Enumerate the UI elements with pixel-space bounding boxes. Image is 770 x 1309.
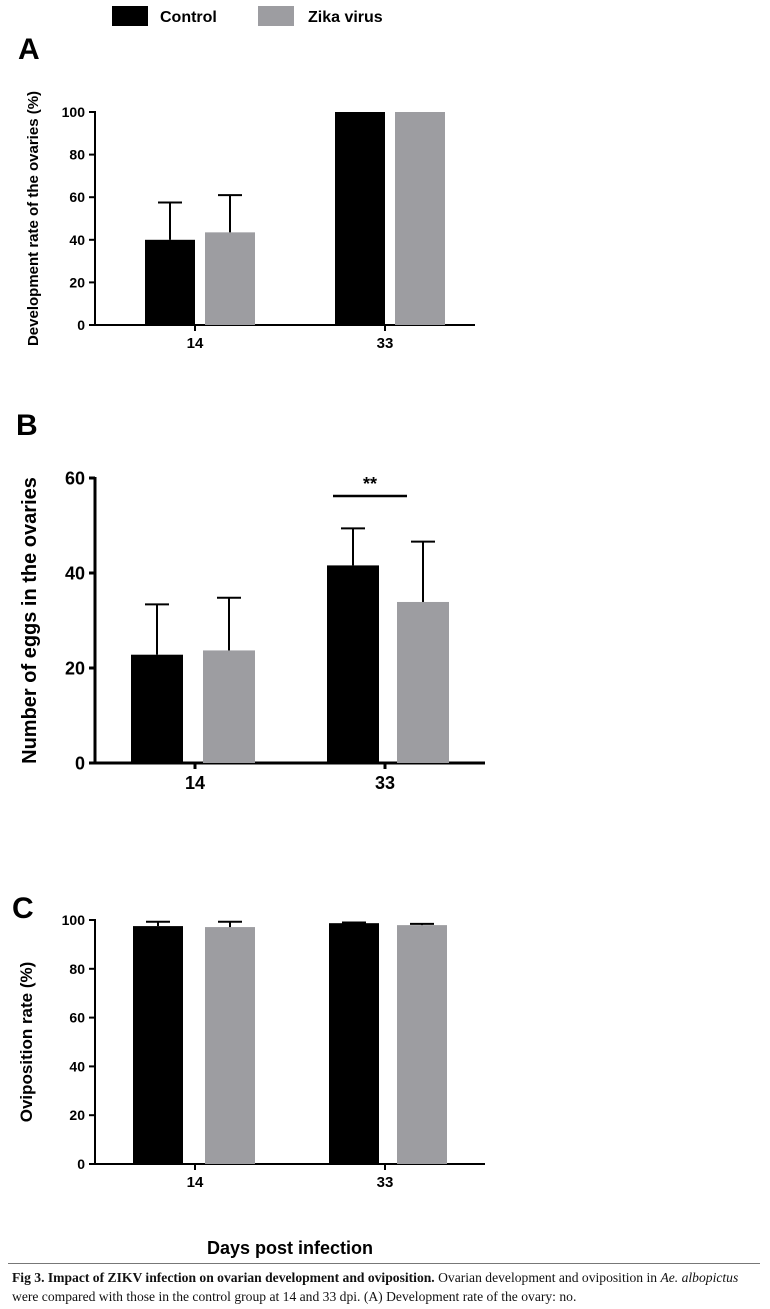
y-tick-label: 20	[65, 658, 85, 678]
panel-b: B 0 20 40 60 Number of eggs in the ovaries 14 3…	[16, 409, 485, 793]
panel-letter: B	[16, 409, 38, 442]
y-tick-label: 100	[62, 104, 86, 120]
y-tick-label: 100	[62, 912, 86, 928]
y-axis-title: Oviposition rate (%)	[17, 962, 36, 1123]
y-tick-label: 40	[69, 1058, 85, 1074]
bar-zika-virus	[397, 925, 447, 1164]
y-tick-label: 0	[77, 317, 85, 333]
caption-title: Fig 3. Impact of ZIKV infection on ovari…	[12, 1270, 435, 1285]
figure: Control Zika virus A 0 20 40 60 80 100 Developm…	[12, 6, 485, 1258]
bar-control	[335, 112, 385, 325]
bar-control	[145, 239, 195, 325]
bar-control	[329, 923, 379, 1164]
legend: Control Zika virus	[112, 6, 383, 26]
panel-c: C 0 20 40 60 80 100 Oviposition rate (%) 14 33	[12, 892, 485, 1191]
panel-letter: C	[12, 892, 34, 925]
bar-zika-virus	[205, 927, 255, 1164]
y-tick-label: 20	[69, 274, 85, 290]
x-axis-title: Days post infection	[207, 1238, 373, 1258]
bar-zika-virus	[397, 601, 449, 763]
y-tick-label: 80	[69, 147, 85, 163]
bar-zika-virus	[395, 112, 445, 325]
bar-zika-virus	[203, 650, 255, 763]
x-tick-label: 14	[187, 335, 204, 352]
x-tick-label: 14	[187, 1174, 204, 1191]
y-tick-label: 0	[75, 753, 85, 773]
legend-swatch-control	[112, 6, 148, 26]
y-tick-label: 40	[65, 563, 85, 583]
x-tick-label: 33	[377, 1174, 394, 1191]
y-tick-label: 60	[69, 189, 85, 205]
y-axis-title: Number of eggs in the ovaries	[19, 477, 41, 764]
bar-control	[131, 654, 183, 763]
caption-text-1: Ovarian development and oviposition in	[434, 1270, 661, 1285]
y-tick-label: 60	[65, 468, 85, 488]
panel-a: A 0 20 40 60 80 100 Development rate of the ova…	[18, 33, 475, 352]
y-tick-label: 20	[69, 1107, 85, 1123]
legend-label-control: Control	[160, 9, 217, 26]
y-tick-label: 80	[69, 961, 85, 977]
x-tick-label: 33	[375, 773, 395, 793]
bar-control	[327, 565, 379, 763]
caption-rule	[8, 1263, 760, 1264]
significance-label: **	[363, 474, 377, 494]
x-tick-label: 33	[377, 335, 394, 352]
caption-text-2: were compared with those in the control …	[12, 1289, 577, 1304]
x-tick-label: 14	[185, 773, 205, 793]
y-axis-title: Development rate of the ovaries (%)	[25, 91, 42, 346]
legend-swatch-zika	[258, 6, 294, 26]
bar-control	[133, 926, 183, 1164]
figure-caption: Fig 3. Impact of ZIKV infection on ovari…	[12, 1268, 760, 1306]
caption-species: Ae. albopictus	[660, 1270, 739, 1285]
legend-label-zika: Zika virus	[308, 9, 383, 26]
y-tick-label: 0	[77, 1156, 85, 1172]
y-tick-label: 60	[69, 1010, 85, 1026]
panel-letter: A	[18, 33, 40, 66]
bar-zika-virus	[205, 232, 255, 325]
y-tick-label: 40	[69, 232, 85, 248]
